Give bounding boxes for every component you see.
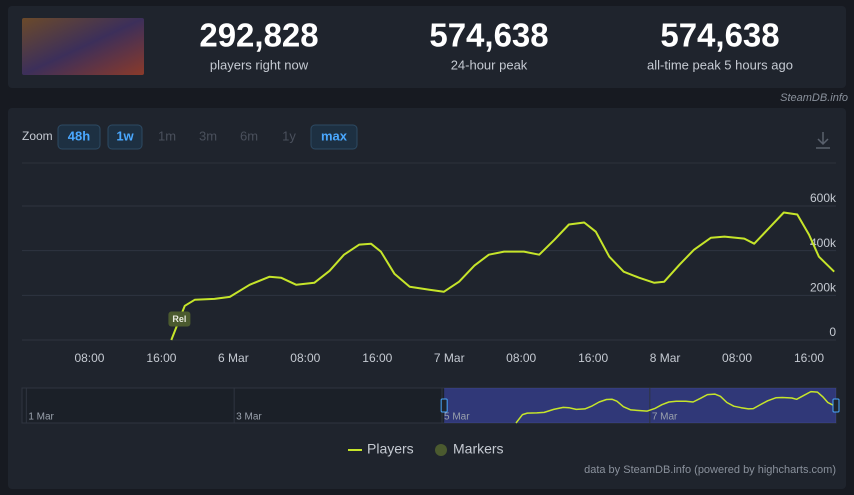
source: SteamDB.info [780, 92, 848, 104]
y-tick-label: 400k [810, 236, 837, 250]
zoom-button-label: 6m [240, 128, 258, 143]
x-tick-label: 08:00 [506, 351, 536, 365]
series-line [170, 211, 835, 341]
x-tick-label: 16:00 [578, 351, 608, 365]
x-tick-label: 7 Mar [434, 351, 465, 365]
series-line [515, 390, 836, 424]
navigator-handle[interactable] [440, 398, 448, 413]
zoom-button-label[interactable]: max [321, 128, 348, 143]
navigator-tick-label: 7 Mar [652, 412, 678, 423]
credit: data by SteamDB.info (powered by highcha… [584, 464, 836, 476]
zoom-button-label: 1y [282, 128, 296, 143]
zoom-button[interactable] [57, 124, 101, 150]
x-tick-label: 08:00 [290, 351, 320, 365]
zoom-button-label: 3m [199, 128, 217, 143]
x-tick-label: 6 Mar [218, 351, 249, 365]
game-logo [22, 18, 144, 75]
zoom-button-label[interactable]: 1w [116, 128, 134, 143]
zoom-button-label[interactable]: 48h [68, 128, 90, 143]
stat-label: all-time peak 5 hours ago [647, 57, 793, 72]
stat-value: 292,828 [199, 17, 318, 54]
zoom-label: Zoom [22, 129, 53, 143]
navigator-tick-label: 3 Mar [236, 412, 262, 423]
navigator-selection[interactable] [444, 388, 836, 423]
zoom-button[interactable] [310, 124, 358, 150]
x-tick-label: 08:00 [722, 351, 752, 365]
navigator-tick-label: 5 Mar [444, 412, 470, 423]
stat-value: 574,638 [660, 17, 779, 54]
navigator-handle[interactable] [832, 398, 840, 413]
y-tick-label: 0 [829, 325, 836, 339]
zoom-button-label: 1m [158, 128, 176, 143]
x-tick-label: 16:00 [146, 351, 176, 365]
x-tick-label: 08:00 [74, 351, 104, 365]
legend-label[interactable]: Players [367, 441, 414, 457]
navigator-tick-label: 1 Mar [28, 412, 54, 423]
marker-label: Rel [172, 314, 186, 324]
y-tick-label: 600k [810, 191, 837, 205]
chart-panel [8, 108, 846, 489]
stat-label: players right now [210, 57, 309, 72]
legend-marker [435, 444, 447, 456]
zoom-button[interactable] [107, 124, 143, 150]
stat-value: 574,638 [429, 17, 548, 54]
stats-panel [8, 6, 846, 88]
x-tick-label: 16:00 [794, 351, 824, 365]
y-tick-label: 200k [810, 281, 837, 295]
x-tick-label: 16:00 [362, 351, 392, 365]
download-icon[interactable] [816, 132, 830, 149]
stat-label: 24-hour peak [451, 57, 528, 72]
legend-label[interactable]: Markers [453, 441, 504, 457]
x-tick-label: 8 Mar [650, 351, 681, 365]
marker[interactable] [168, 311, 191, 327]
